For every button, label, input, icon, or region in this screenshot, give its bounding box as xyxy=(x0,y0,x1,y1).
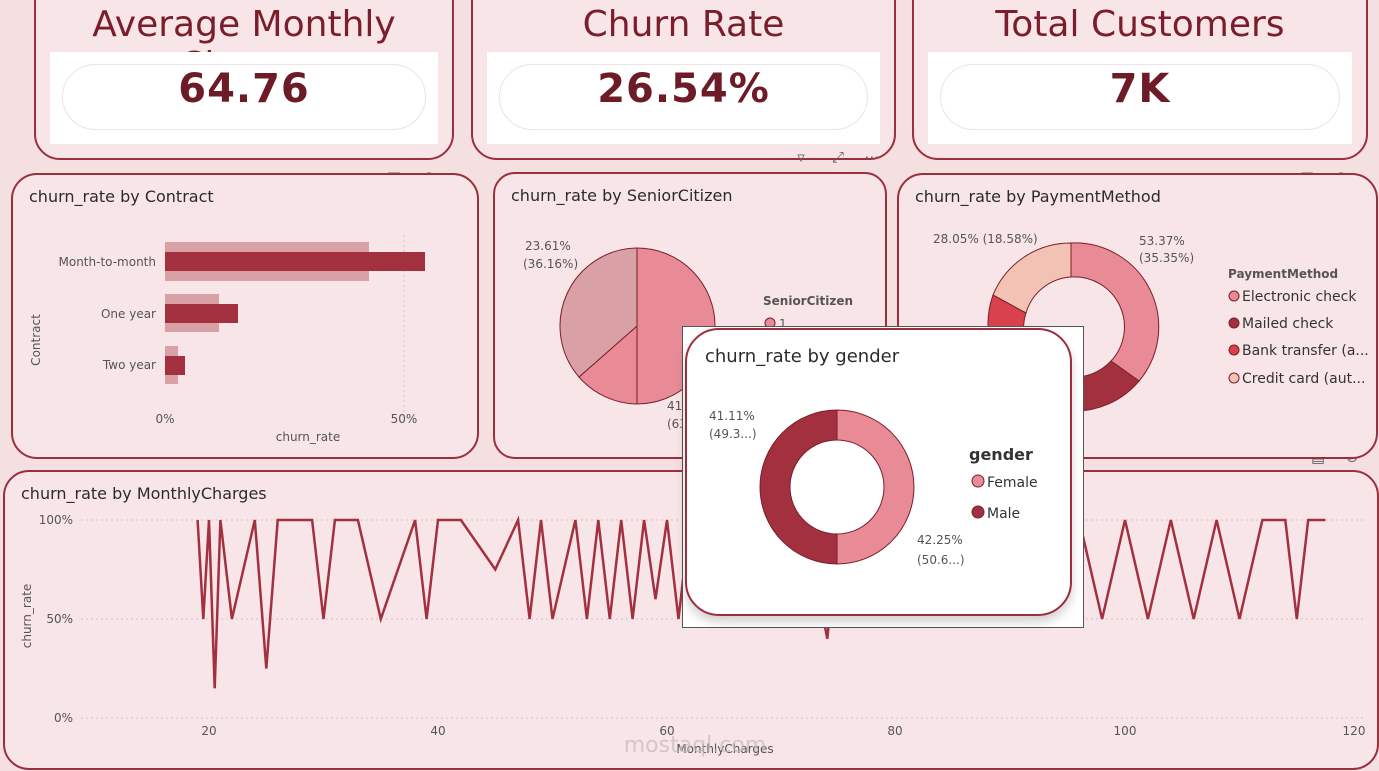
data-label: 41.11% xyxy=(709,409,755,423)
x-tick-label: 60 xyxy=(659,724,674,738)
data-label: (36.16%) xyxy=(523,257,578,271)
x-tick-label: 50% xyxy=(391,412,418,426)
x-axis-label: churn_rate xyxy=(276,430,341,444)
gender-chart: 41.11% (49.3...) 42.25% (50.6...) gender… xyxy=(709,409,1038,567)
legend-marker-female xyxy=(971,474,985,488)
legend-marker xyxy=(1228,344,1240,356)
chart-title: churn_rate by gender xyxy=(705,346,900,367)
chart-title: churn_rate by Contract xyxy=(29,187,214,206)
kpi-value: 26.54% xyxy=(597,66,770,112)
legend-label: Mailed check xyxy=(1242,316,1334,332)
chart-title: churn_rate by MonthlyCharges xyxy=(21,484,267,503)
chart-title: churn_rate by SeniorCitizen xyxy=(511,186,733,205)
legend-marker xyxy=(1228,372,1240,384)
pie-slice-senior-0b xyxy=(578,324,638,405)
data-label: (63 xyxy=(667,417,687,431)
donut-slice-credit xyxy=(992,242,1072,314)
legend-label: Electronic check xyxy=(1242,289,1357,305)
watermark-text: mostaql.com xyxy=(624,733,767,758)
kpi-value: 64.76 xyxy=(178,66,310,112)
data-label: 28.05% (18.58%) xyxy=(933,232,1038,246)
bar-two-year-dark xyxy=(165,356,185,375)
legend-title: SeniorCitizen xyxy=(763,294,853,308)
kpi-card-total-customers[interactable]: Total Customers 7K xyxy=(912,0,1368,160)
legend-label: Bank transfer (a... xyxy=(1242,343,1369,359)
legend-label: Credit card (aut... xyxy=(1242,371,1365,387)
pie-slice-senior-1 xyxy=(559,247,638,378)
data-label: 53.37% xyxy=(1139,234,1185,248)
more-options-icon[interactable]: ⋯ xyxy=(864,148,880,166)
y-axis-label: Contract xyxy=(29,314,43,366)
donut-slice-electronic xyxy=(1070,242,1160,382)
category-label: One year xyxy=(101,307,156,321)
bar-month-to-month-dark xyxy=(165,252,425,271)
legend-marker-male xyxy=(971,505,985,519)
x-tick-label: 40 xyxy=(430,724,445,738)
category-label: Two year xyxy=(102,358,156,372)
gender-chart-card[interactable]: churn_rate by gender 41.11% (49.3...) 42… xyxy=(685,328,1072,616)
y-tick-label: 50% xyxy=(46,612,73,626)
data-label: 23.61% xyxy=(525,239,571,253)
data-label: 42.25% xyxy=(917,533,963,547)
category-label: Month-to-month xyxy=(59,255,157,269)
data-label: (50.6...) xyxy=(917,553,965,567)
kpi-title: Churn Rate xyxy=(582,4,785,45)
focus-mode-icon[interactable]: ⤢ xyxy=(831,148,844,166)
bar-one-year-dark xyxy=(165,304,238,323)
kpi-pill xyxy=(940,64,1340,130)
kpi-pill xyxy=(62,64,426,130)
kpi-card-churn-rate[interactable]: Churn Rate 26.54% xyxy=(471,0,896,160)
chart-title: churn_rate by PaymentMethod xyxy=(915,187,1161,206)
y-tick-label: 100% xyxy=(39,513,73,527)
x-tick-label: 100 xyxy=(1114,724,1137,738)
y-tick-label: 0% xyxy=(54,711,73,725)
x-tick-label: 80 xyxy=(887,724,902,738)
legend-title: gender xyxy=(969,445,1033,464)
legend-marker xyxy=(1228,290,1240,302)
kpi-value-box: 64.76 xyxy=(50,52,438,144)
kpi-pill xyxy=(499,64,868,130)
legend-marker xyxy=(1228,317,1240,329)
contract-chart-card[interactable]: churn_rate by Contract Contract Month-to… xyxy=(11,173,479,459)
x-axis-label: MonthlyCharges xyxy=(676,742,773,756)
data-label: (35.35%) xyxy=(1139,251,1194,265)
x-tick-label: 20 xyxy=(201,724,216,738)
legend-label: Male xyxy=(987,506,1020,522)
kpi-title: Total Customers xyxy=(995,4,1285,45)
contract-chart: Contract Month-to-month One year Two yea… xyxy=(29,235,425,444)
data-label: (49.3...) xyxy=(709,427,757,441)
kpi-value-box: 26.54% xyxy=(487,52,880,144)
kpi-value: 7K xyxy=(1109,66,1171,112)
y-axis-label: churn_rate xyxy=(20,584,34,649)
visual-filter-icon[interactable]: ▿ xyxy=(797,148,805,166)
donut-slice-female xyxy=(836,409,915,565)
kpi-card-avg-monthly[interactable]: Average Monthly Charge 64.76 xyxy=(34,0,454,160)
legend-label: 1 xyxy=(779,317,787,331)
donut-slice-male xyxy=(759,409,838,565)
x-tick-label: 120 xyxy=(1343,724,1366,738)
legend-label: Female xyxy=(987,475,1038,491)
kpi-value-box: 7K xyxy=(928,52,1352,144)
data-label: 41. xyxy=(667,399,686,413)
x-tick-label: 0% xyxy=(155,412,174,426)
legend-title: PaymentMethod xyxy=(1228,267,1338,281)
